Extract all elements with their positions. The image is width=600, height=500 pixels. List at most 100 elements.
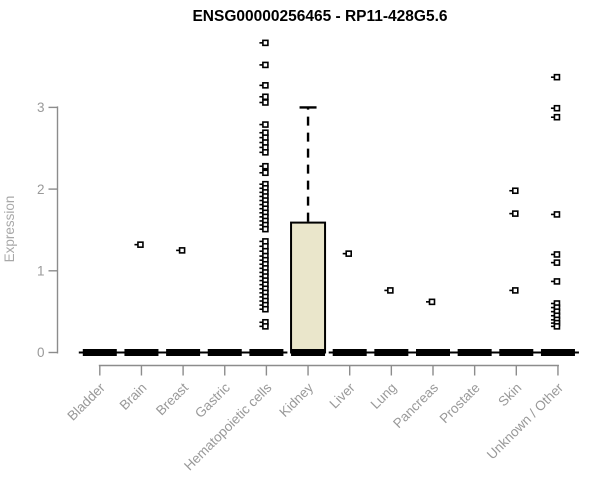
point-square bbox=[428, 298, 436, 306]
outlier-point bbox=[259, 149, 269, 156]
point-square bbox=[553, 278, 561, 285]
median-line bbox=[332, 349, 367, 356]
point-square bbox=[387, 287, 394, 294]
point-square bbox=[553, 73, 561, 81]
y-tick-label: 0 bbox=[37, 345, 45, 360]
outlier-point bbox=[509, 287, 519, 294]
box-gastric bbox=[203, 349, 246, 356]
box-lung bbox=[370, 349, 413, 356]
x-tick-label: Bladder bbox=[64, 380, 108, 424]
median-line bbox=[249, 349, 284, 356]
x-tick-label: Lung bbox=[368, 380, 400, 412]
point-square bbox=[178, 247, 186, 254]
point-square bbox=[345, 250, 353, 257]
outlier-point bbox=[509, 187, 519, 195]
outlier-point bbox=[550, 104, 561, 112]
median-line bbox=[374, 349, 409, 356]
outlier-point bbox=[550, 211, 561, 218]
box-breast bbox=[162, 349, 205, 356]
box-pancreas bbox=[412, 349, 454, 356]
y-tick-label: 3 bbox=[37, 100, 45, 115]
outlier-point bbox=[259, 99, 269, 106]
x-tick-label: Brain bbox=[117, 380, 150, 413]
outlier-point bbox=[259, 323, 269, 330]
x-tick-label: Kidney bbox=[276, 380, 316, 420]
box-kidney bbox=[290, 106, 327, 356]
point-square bbox=[262, 162, 269, 170]
x-tick-label: Breast bbox=[153, 380, 191, 418]
outlier-point bbox=[550, 323, 561, 330]
outlier-point bbox=[384, 287, 394, 294]
outlier-point bbox=[550, 259, 561, 266]
box-liver bbox=[328, 349, 371, 356]
point-square bbox=[511, 187, 519, 195]
outlier-point bbox=[259, 121, 269, 128]
point-square bbox=[553, 104, 561, 112]
box-brain bbox=[120, 349, 163, 356]
outlier-point bbox=[426, 298, 436, 306]
boxes-layer bbox=[78, 106, 579, 356]
point-square bbox=[262, 99, 269, 106]
outlier-point bbox=[550, 113, 561, 121]
point-square bbox=[262, 149, 269, 156]
x-tick-label: Prostate bbox=[437, 380, 483, 426]
outlier-point bbox=[259, 225, 269, 233]
point-square bbox=[553, 323, 561, 330]
x-tick-label: Skin bbox=[495, 380, 524, 409]
outlier-point bbox=[550, 251, 561, 258]
median-line bbox=[457, 349, 492, 356]
outlier-point bbox=[259, 305, 269, 313]
chart-title: ENSG00000256465 - RP11-428G5.6 bbox=[192, 8, 447, 25]
point-square bbox=[262, 82, 269, 89]
outlier-point bbox=[259, 162, 269, 170]
point-square bbox=[553, 259, 561, 266]
x-tick-label: Liver bbox=[327, 380, 359, 412]
point-square bbox=[511, 287, 519, 294]
box-body bbox=[290, 221, 327, 354]
box-bladder bbox=[78, 349, 121, 356]
point-square bbox=[262, 169, 269, 177]
outlier-point bbox=[259, 61, 269, 69]
point-square bbox=[262, 93, 269, 101]
median-line bbox=[540, 349, 575, 356]
point-square bbox=[262, 61, 269, 69]
outlier-point bbox=[134, 241, 144, 248]
median-line bbox=[82, 349, 117, 356]
median-line bbox=[291, 349, 326, 356]
x-tick-label: Pancreas bbox=[390, 380, 441, 431]
point-square bbox=[262, 305, 269, 313]
median-line bbox=[499, 349, 534, 356]
box-hematopoietic-cells bbox=[245, 349, 288, 356]
outlier-point bbox=[259, 82, 269, 89]
x-tick-label: Gastric bbox=[192, 380, 233, 421]
point-square bbox=[553, 113, 561, 121]
point-square bbox=[262, 39, 269, 47]
outlier-point bbox=[550, 73, 561, 81]
point-square bbox=[553, 251, 561, 258]
median-line bbox=[416, 349, 450, 356]
outlier-points-layer bbox=[134, 39, 561, 330]
y-axis-label: Expression bbox=[2, 196, 17, 263]
box-unknown-other bbox=[536, 349, 579, 356]
median-line bbox=[166, 349, 201, 356]
y-tick-label: 2 bbox=[37, 182, 45, 197]
median-line bbox=[207, 349, 242, 356]
outlier-point bbox=[509, 210, 519, 217]
outlier-point bbox=[259, 169, 269, 177]
point-square bbox=[262, 121, 269, 128]
point-square bbox=[137, 241, 144, 248]
outlier-point bbox=[342, 250, 353, 257]
point-square bbox=[553, 211, 561, 218]
point-square bbox=[262, 323, 269, 330]
median-line bbox=[124, 349, 159, 356]
outlier-point bbox=[176, 247, 186, 254]
outlier-point bbox=[259, 39, 269, 47]
point-square bbox=[262, 225, 269, 233]
y-tick-label: 1 bbox=[37, 264, 45, 279]
box-prostate bbox=[453, 349, 496, 356]
x-tick-label: Unknown / Other bbox=[484, 380, 567, 463]
point-square bbox=[511, 210, 519, 217]
outlier-point bbox=[259, 93, 269, 101]
